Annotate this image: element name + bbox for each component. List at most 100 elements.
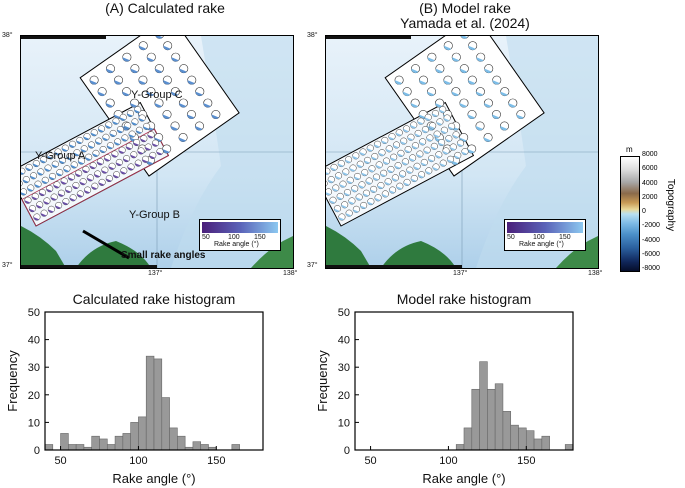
focal-mechanism-fill — [371, 156, 378, 160]
focal-mechanism-fill — [106, 68, 114, 73]
focal-mechanism — [21, 180, 23, 187]
histogram-bar — [138, 416, 147, 451]
histogram-bar — [533, 438, 543, 451]
focal-mechanism-fill — [114, 80, 122, 85]
focal-mechanism-fill — [30, 175, 36, 180]
histogram-title: Model rake histogram — [397, 291, 532, 307]
focal-mechanism-fill — [393, 144, 399, 149]
focal-mechanism-fill — [342, 171, 349, 176]
focal-mechanism-fill — [94, 173, 100, 178]
focal-mechanism-fill — [146, 91, 154, 96]
focal-mechanism-fill — [89, 165, 96, 169]
focal-mechanism-fill — [443, 118, 450, 122]
focal-mechanism-fill — [358, 184, 365, 189]
focal-mechanism-fill — [406, 170, 413, 174]
focal-mechanism-fill — [140, 138, 147, 142]
topo-colorbar — [620, 156, 640, 272]
focal-mechanism-fill — [138, 80, 146, 85]
focal-mechanism-fill — [137, 150, 144, 155]
focal-mechanism-fill — [353, 209, 359, 213]
land-west — [21, 226, 66, 268]
histogram-bar — [91, 435, 100, 451]
focal-mechanism-fill — [179, 68, 187, 73]
focal-mechanism-fill — [424, 117, 431, 121]
label-group-c: Y-Group C — [131, 89, 183, 101]
topo-unit: m — [626, 145, 633, 154]
focal-mechanism-fill — [156, 151, 163, 155]
histogram-bar — [169, 427, 178, 451]
focal-mechanism-fill — [59, 160, 65, 164]
lat-top-a: 38° — [2, 32, 13, 39]
rake-legend-title-a: Rake angle (°) — [214, 241, 259, 248]
focal-mechanism-fill — [444, 45, 452, 51]
focal-mechanism-fill — [25, 167, 32, 171]
focal-mechanism-fill — [44, 168, 51, 172]
lat-bottom-a: 37° — [2, 262, 13, 269]
focal-mechanism-fill — [476, 91, 484, 96]
focal-mechanism-fill — [419, 80, 427, 85]
focal-mechanism-fill — [384, 181, 391, 185]
focal-mechanism-fill — [55, 205, 61, 209]
map-panel-b: 50 100 150 Rake angle (°) — [325, 35, 599, 269]
focal-mechanism-fill — [356, 164, 363, 168]
small-rake-annotation: Small rake angles — [121, 250, 206, 261]
focal-mechanism-fill — [85, 157, 91, 161]
focal-mechanism-fill — [33, 217, 40, 221]
focal-mechanism-fill — [336, 196, 343, 200]
histogram-bar — [114, 435, 124, 451]
focal-mechanism-fill — [138, 118, 145, 122]
focal-mechanism-fill — [91, 186, 98, 190]
focal-mechanism-fill — [143, 126, 149, 130]
focal-mechanism-fill — [187, 80, 195, 85]
x-tick-label: 100 — [439, 455, 457, 467]
focal-mechanism-fill — [72, 185, 79, 189]
histogram-bar — [161, 397, 170, 451]
focal-mechanism-fill — [36, 204, 42, 209]
focal-mechanism-fill — [332, 188, 339, 192]
focal-mechanism-fill — [95, 141, 101, 145]
y-tick-label: 40 — [28, 335, 40, 347]
focal-mechanism-fill — [121, 137, 128, 142]
focal-mechanism-fill — [394, 80, 403, 85]
y-tick-label: 30 — [338, 362, 350, 374]
lon-left-b: 137° — [453, 270, 468, 277]
focal-mechanism-fill — [162, 114, 171, 119]
focal-mechanism-fill — [97, 91, 106, 96]
focal-mechanism-fill — [382, 193, 388, 198]
focal-mechanism-fill — [399, 173, 405, 178]
map-a-svg — [21, 36, 293, 268]
focal-mechanism-fill — [84, 190, 90, 194]
focal-mechanism-fill — [447, 159, 453, 163]
focal-mechanism-fill — [385, 148, 392, 153]
focal-mechanism-fill — [136, 130, 142, 134]
focal-mechanism-fill — [327, 179, 334, 183]
focal-mechanism-fill — [500, 126, 508, 131]
y-tick-label: 40 — [338, 335, 350, 347]
focal-mechanism-fill — [396, 186, 403, 190]
topo-tick-label: 2000 — [642, 193, 658, 201]
x-tick-label: 50 — [54, 455, 66, 467]
focal-mechanism-fill — [403, 128, 409, 133]
focal-mechanism-fill — [454, 155, 461, 159]
focal-mechanism-fill — [195, 91, 203, 96]
focal-mechanism-fill — [102, 137, 109, 141]
focal-mechanism-fill — [452, 134, 459, 139]
focal-mechanism-fill — [130, 103, 138, 108]
rake-legend-a: 50 100 150 Rake angle (°) — [199, 219, 281, 251]
focal-mechanism-fill — [123, 158, 129, 162]
focal-mechanism-fill — [366, 148, 373, 152]
focal-mechanism-fill — [363, 193, 369, 197]
histogram-bar — [455, 444, 465, 451]
focal-mechanism-fill — [124, 125, 130, 129]
focal-mechanism-fill — [361, 172, 368, 176]
focal-mechanism-fill — [144, 147, 151, 151]
focal-mechanism-fill — [349, 168, 356, 172]
focal-mechanism-fill — [163, 80, 171, 85]
focal-mechanism-fill — [107, 145, 113, 149]
focal-mechanism-fill — [381, 140, 388, 144]
focal-mechanism-fill — [492, 80, 500, 85]
focal-mechanism-fill — [33, 163, 39, 167]
focal-mechanism-fill — [390, 157, 396, 161]
focal-mechanism-fill — [70, 164, 77, 169]
focal-mechanism-fill — [377, 185, 384, 189]
